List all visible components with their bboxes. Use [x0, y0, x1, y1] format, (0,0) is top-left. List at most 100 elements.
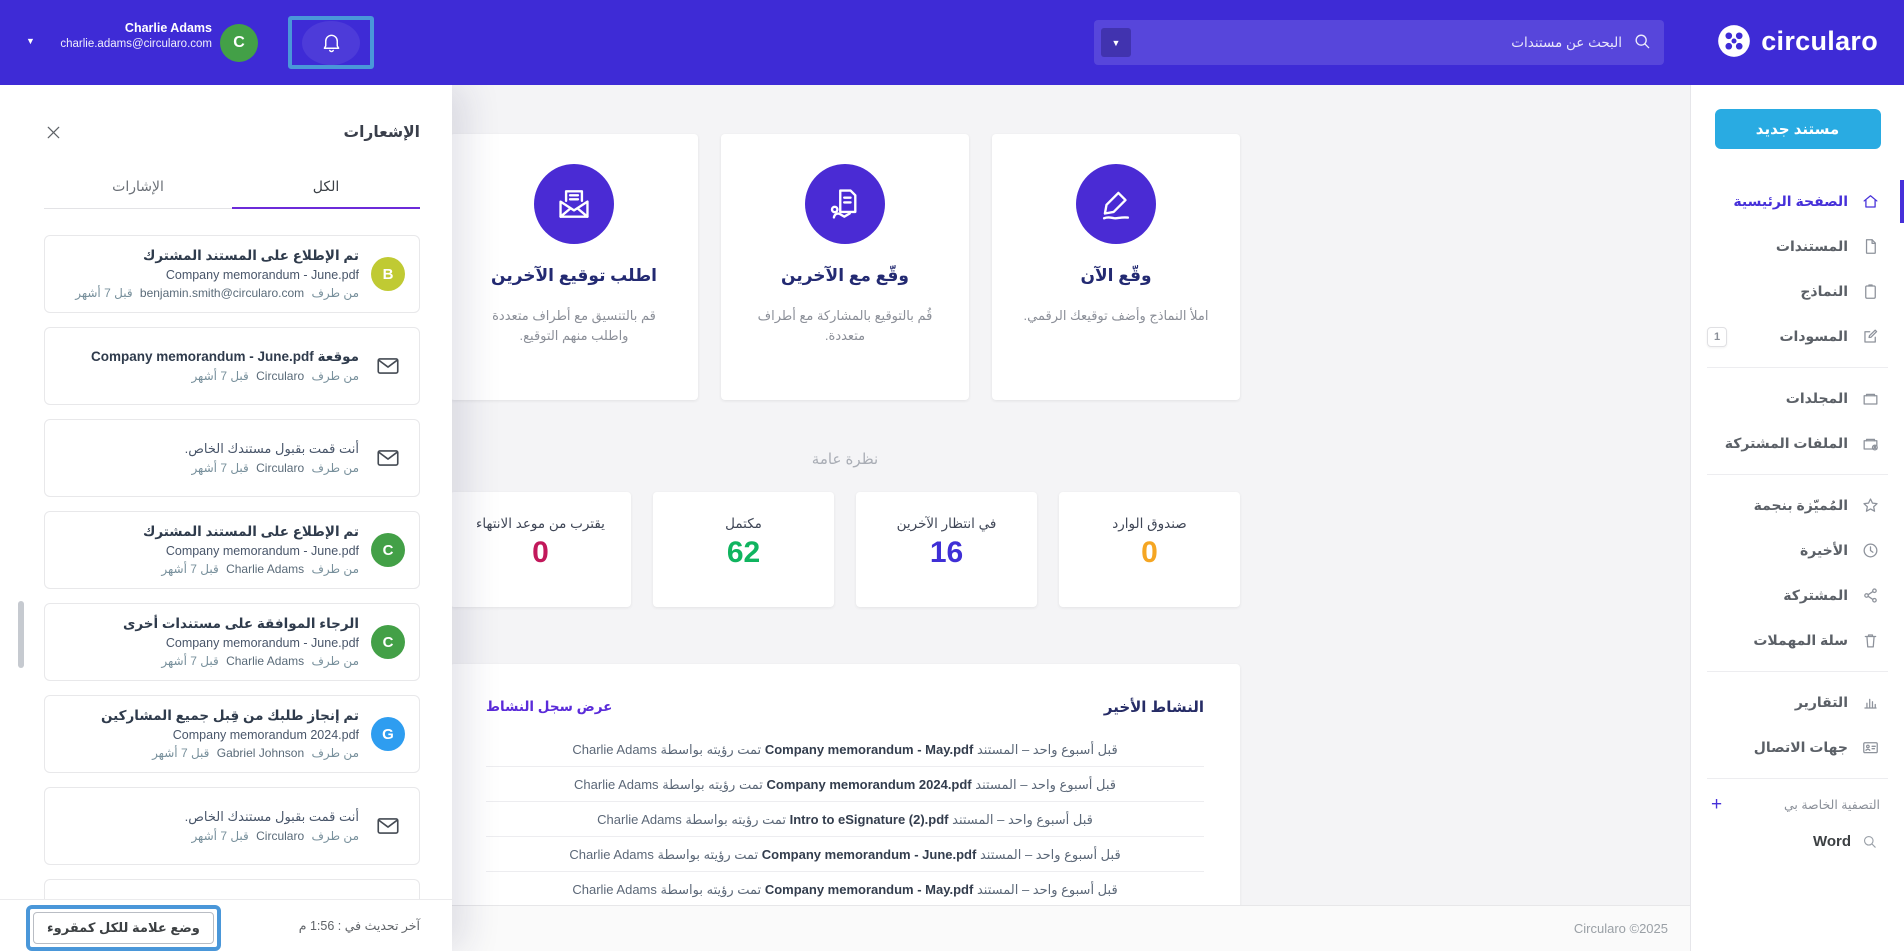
activity-time: قبل أسبوع واحد — [1007, 812, 1093, 827]
notification-time: قبل 7 أشهر — [191, 828, 249, 843]
action-card-sign-with-others[interactable]: وقّع مع الآخرين قُم بالتوقيع بالمشاركة م… — [721, 134, 969, 400]
stat-card-completed[interactable]: مكتمل 62 — [653, 492, 834, 607]
sidebar-item-templates[interactable]: النماذج — [1691, 269, 1904, 314]
user-email: charlie.adams@circularo.com — [60, 38, 212, 50]
notification-bell-button[interactable] — [302, 20, 360, 65]
notification-item[interactable]: أنت قمت بقبول مستندك الخاص. من طرف Circu… — [44, 787, 420, 865]
search-input[interactable] — [1094, 20, 1664, 65]
stat-card-waiting-for-others[interactable]: في انتظار الآخرين 16 — [856, 492, 1037, 607]
sidebar-divider — [1707, 778, 1888, 779]
sidebar-item-shared-files[interactable]: الملفات المشتركة — [1691, 421, 1904, 466]
activity-actor: Charlie Adams — [574, 777, 659, 792]
sidebar-item-label: سلة المهملات — [1753, 632, 1848, 648]
action-card-sign-now[interactable]: وقّع الآن املأ النماذج وأضف توقيعك الرقم… — [992, 134, 1240, 400]
sidebar-item-reports[interactable]: التقارير — [1691, 680, 1904, 725]
sidebar-item-label: النماذج — [1800, 283, 1848, 299]
notification-title: تم الإطلاع على المستند المشترك — [143, 248, 359, 264]
user-avatar[interactable]: C — [220, 24, 258, 62]
sidebar-item-folders[interactable]: المجلدات — [1691, 376, 1904, 421]
user-menu[interactable]: Charlie Adams charlie.adams@circularo.co… — [44, 20, 212, 52]
mark-all-read-button[interactable]: وضع علامة للكل كمقروء — [33, 912, 214, 944]
sidebar: مستند جديد الصفحة الرئيسية المستندات — [1690, 85, 1904, 951]
share-icon — [1861, 586, 1880, 605]
activity-row: قبل أسبوع واحد – المستند Company memoran… — [486, 837, 1204, 872]
notification-text: أنت قمت بقبول مستندك الخاص. — [184, 441, 359, 457]
view-activity-log-link[interactable]: عرض سجل النشاط — [486, 699, 613, 714]
notification-item[interactable]: B تم الإطلاع على المستند المشترك Company… — [44, 235, 420, 313]
overview-title: نظرة عامة — [811, 451, 879, 468]
notification-actor: Charlie Adams — [226, 653, 305, 668]
tab-all[interactable]: الكل — [232, 178, 420, 209]
notification-item-partial — [44, 879, 420, 900]
notification-meta: من طرف Charlie Adams قبل 7 أشهر — [161, 561, 359, 576]
stat-label: مكتمل — [725, 516, 762, 531]
notification-item[interactable]: C تم الإطلاع على المستند المشترك Company… — [44, 511, 420, 589]
trash-icon — [1861, 631, 1880, 650]
notification-title: تم الإطلاع على المستند المشترك — [143, 524, 359, 540]
sidebar-item-drafts[interactable]: المسودات 1 — [1691, 314, 1904, 359]
folder-icon — [1861, 389, 1880, 408]
stat-card-expiring-soon[interactable]: يقترب من موعد الانتهاء 0 — [450, 492, 631, 607]
document-icon — [1861, 237, 1880, 256]
stat-value: 16 — [929, 536, 964, 569]
notification-time: قبل 7 أشهر — [161, 561, 219, 576]
notification-actor: Circularo — [256, 368, 305, 383]
panel-scrollbar-thumb[interactable] — [18, 601, 24, 668]
saved-filter-label: Word — [1812, 832, 1851, 850]
sidebar-item-starred[interactable]: المُميّزة بنجمة — [1691, 483, 1904, 528]
notification-text: أنت قمت بقبول مستندك الخاص. — [184, 809, 359, 825]
sidebar-item-label: المُميّزة بنجمة — [1753, 497, 1848, 513]
saved-filter-word[interactable]: Word — [1691, 821, 1904, 861]
notification-meta: من طرف Circularo قبل 7 أشهر — [191, 368, 359, 383]
envelope-icon — [371, 353, 405, 379]
activity-actor: Charlie Adams — [572, 882, 657, 897]
notification-meta: من طرف Circularo قبل 7 أشهر — [191, 828, 359, 843]
notification-time: قبل 7 أشهر — [191, 368, 249, 383]
copyright-text: Circularo ©2025 — [1573, 921, 1668, 936]
sidebar-item-documents[interactable]: المستندات — [1691, 224, 1904, 269]
stat-value: 62 — [726, 536, 761, 569]
activity-time: قبل أسبوع واحد — [1031, 777, 1116, 792]
tab-mentions[interactable]: الإشارات — [44, 178, 232, 209]
quick-actions-row: وقّع الآن املأ النماذج وأضف توقيعك الرقم… — [450, 134, 1240, 400]
stat-label: صندوق الوارد — [1112, 516, 1187, 531]
close-icon[interactable] — [44, 123, 63, 142]
action-description: قُم بالتوقيع بالمشاركة مع أطراف متعددة. — [757, 308, 933, 344]
activity-row: قبل أسبوع واحد – المستند Company memoran… — [572, 882, 1118, 897]
notification-item[interactable]: موقعة Company memorandum - June.pdf من ط… — [44, 327, 420, 405]
search-icon — [1632, 31, 1652, 51]
sidebar-item-recent[interactable]: الأخيرة — [1691, 528, 1904, 573]
notifications-panel: الإشعارات الكل الإشارات B تم الإطلاع على… — [0, 85, 452, 951]
sidebar-nav: الصفحة الرئيسية المستندات النماذج — [1691, 179, 1904, 779]
sidebar-item-home[interactable]: الصفحة الرئيسية — [1691, 179, 1904, 224]
activity-row: قبل أسبوع واحد – المستند Company memoran… — [486, 732, 1204, 767]
sidebar-divider — [1707, 474, 1888, 475]
notification-item[interactable]: G تم إنجاز طلبك من قِبل جميع المشاركين C… — [44, 695, 420, 773]
action-card-request-signature[interactable]: اطلب توقيع الآخرين قم بالتنسيق مع أطراف … — [450, 134, 698, 400]
action-description: املأ النماذج وأضف توقيعك الرقمي. — [1023, 308, 1209, 323]
bell-icon — [323, 34, 339, 53]
notification-item[interactable]: C الرجاء الموافقة على مستندات أخرى Compa… — [44, 603, 420, 681]
notification-title: الرجاء الموافقة على مستندات أخرى — [122, 616, 359, 632]
sidebar-item-shared[interactable]: المشتركة — [1691, 573, 1904, 618]
sidebar-item-label: المجلدات — [1785, 390, 1848, 406]
notification-time: قبل 7 أشهر — [152, 745, 210, 760]
user-menu-caret-icon[interactable]: ▼ — [26, 36, 35, 46]
sidebar-item-contacts[interactable]: جهات الاتصال — [1691, 725, 1904, 770]
sidebar-item-trash[interactable]: سلة المهملات — [1691, 618, 1904, 663]
stat-card-inbox[interactable]: صندوق الوارد 0 — [1059, 492, 1240, 607]
notification-actor: Circularo — [256, 460, 305, 475]
stat-label: في انتظار الآخرين — [896, 516, 997, 531]
notification-file: Company memorandum - June.pdf — [165, 267, 359, 282]
notification-item[interactable]: أنت قمت بقبول مستندك الخاص. من طرف Circu… — [44, 419, 420, 497]
add-filter-button[interactable]: + — [1711, 793, 1723, 815]
notification-actor: Gabriel Johnson — [216, 745, 305, 760]
search-scope-dropdown[interactable]: ▼ — [1101, 28, 1131, 57]
envelope-icon — [371, 813, 405, 839]
sidebar-item-label: الملفات المشتركة — [1724, 435, 1848, 451]
brand-logo[interactable]: circularo — [1715, 22, 1878, 60]
action-title: اطلب توقيع الآخرين — [491, 266, 657, 285]
new-document-button[interactable]: مستند جديد — [1714, 109, 1881, 149]
search-bar: ▼ — [1094, 20, 1664, 65]
my-filters-row: التصفية الخاصة بي + — [1691, 787, 1904, 821]
